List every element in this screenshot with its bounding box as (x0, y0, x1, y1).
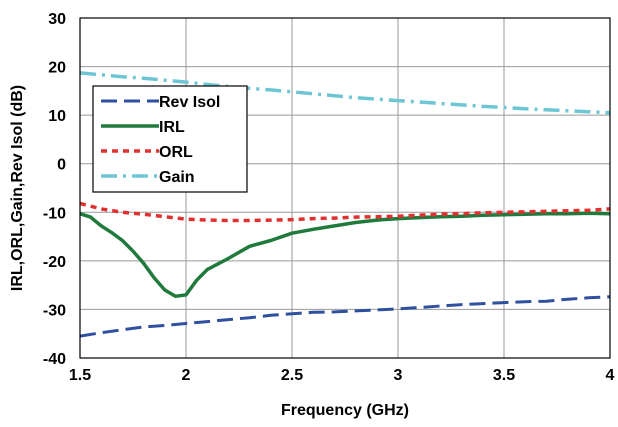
legend-label-irl: IRL (159, 119, 185, 136)
y-axis-ticks: -40 -30 -20 -10 0 10 20 30 (43, 11, 66, 368)
y-tick-label-2: -20 (43, 254, 66, 271)
y-tick-label-4: 0 (57, 157, 66, 174)
series-line-orl (79, 201, 611, 223)
x-tick-label-2: 2.5 (281, 367, 303, 384)
x-tick-label-4: 3.5 (493, 367, 515, 384)
legend-label-gain: Gain (159, 169, 195, 186)
series-line-gain (79, 71, 611, 115)
series-lines (79, 71, 611, 338)
plot-frame (79, 17, 611, 359)
x-tick-label-1: 2 (182, 367, 191, 384)
x-axis-ticks: 1.5 2 2.5 3 3.5 4 (69, 367, 615, 384)
x-tick-label-5: 4 (606, 367, 615, 384)
legend-label-rev-isol: Rev Isol (159, 94, 220, 111)
x-axis-label: Frequency (GHz) (281, 402, 409, 419)
legend: Rev Isol IRL ORL Gain (92, 85, 248, 193)
x-tick-label-0: 1.5 (69, 367, 91, 384)
y-tick-label-3: -10 (43, 205, 66, 222)
series-line-irl (79, 211, 611, 299)
x-tick-label-3: 3 (394, 367, 403, 384)
y-tick-label-0: -40 (43, 351, 66, 368)
y-tick-label-7: 30 (48, 11, 66, 28)
y-axis-label: IRL,ORL,Gain,Rev Isol (dB) (9, 85, 26, 291)
legend-box (92, 85, 248, 193)
y-tick-label-6: 20 (48, 60, 66, 77)
legend-label-orl: ORL (159, 144, 193, 161)
y-tick-label-1: -30 (43, 302, 66, 319)
y-tick-label-5: 10 (48, 108, 66, 125)
series-line-rev-isol (79, 295, 611, 338)
